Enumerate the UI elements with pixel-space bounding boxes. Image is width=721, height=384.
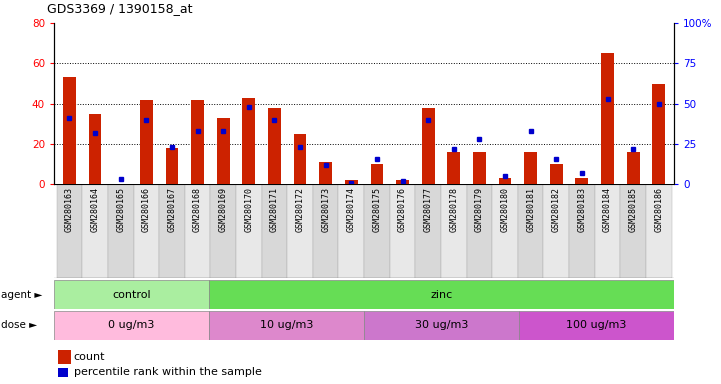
Text: count: count (74, 352, 105, 362)
Text: dose ►: dose ► (1, 320, 37, 331)
Text: GSM280172: GSM280172 (296, 187, 304, 232)
Bar (82, 184, 108, 278)
Text: GSM280165: GSM280165 (116, 187, 125, 232)
Bar (338, 184, 364, 278)
Bar (140, 100, 153, 184)
Text: GSM280178: GSM280178 (449, 187, 459, 232)
Text: percentile rank within the sample: percentile rank within the sample (74, 367, 262, 377)
Bar (319, 162, 332, 184)
Bar (345, 180, 358, 184)
Bar (550, 164, 562, 184)
Text: GSM280173: GSM280173 (321, 187, 330, 232)
Text: GSM280179: GSM280179 (475, 187, 484, 232)
Text: 100 ug/m3: 100 ug/m3 (567, 320, 627, 331)
Bar (364, 311, 519, 340)
Text: GSM280167: GSM280167 (167, 187, 177, 232)
Bar (236, 184, 262, 278)
Text: GSM280174: GSM280174 (347, 187, 355, 232)
Bar (646, 184, 671, 278)
Bar (422, 108, 435, 184)
Text: GSM280166: GSM280166 (142, 187, 151, 232)
Bar (569, 184, 595, 278)
Bar (293, 134, 306, 184)
Bar (390, 184, 415, 278)
Bar (191, 100, 204, 184)
Bar (441, 184, 466, 278)
Text: 30 ug/m3: 30 ug/m3 (415, 320, 469, 331)
Text: GSM280168: GSM280168 (193, 187, 202, 232)
Text: GDS3369 / 1390158_at: GDS3369 / 1390158_at (47, 2, 193, 15)
Bar (54, 280, 209, 309)
Bar (653, 84, 665, 184)
Text: GSM280184: GSM280184 (603, 187, 612, 232)
Bar (57, 184, 82, 278)
Bar (166, 148, 178, 184)
Bar (544, 184, 569, 278)
Text: GSM280183: GSM280183 (578, 187, 586, 232)
Bar (217, 118, 229, 184)
Bar (287, 184, 313, 278)
Text: GSM280170: GSM280170 (244, 187, 253, 232)
Bar (620, 184, 646, 278)
Text: GSM280164: GSM280164 (91, 187, 99, 232)
Bar (209, 280, 674, 309)
Bar (627, 152, 640, 184)
Bar (524, 152, 537, 184)
Text: GSM280175: GSM280175 (373, 187, 381, 232)
Bar (595, 184, 620, 278)
Text: agent ►: agent ► (1, 290, 43, 300)
Bar (262, 184, 287, 278)
Bar (313, 184, 338, 278)
Bar (447, 152, 460, 184)
Text: control: control (112, 290, 151, 300)
Text: GSM280181: GSM280181 (526, 187, 535, 232)
Bar (473, 152, 486, 184)
Bar (89, 114, 102, 184)
Bar (108, 184, 133, 278)
Text: zinc: zinc (430, 290, 453, 300)
Bar (519, 311, 674, 340)
Text: GSM280171: GSM280171 (270, 187, 279, 232)
Text: GSM280163: GSM280163 (65, 187, 74, 232)
Text: GSM280180: GSM280180 (500, 187, 510, 232)
Bar (396, 180, 409, 184)
Bar (242, 98, 255, 184)
Bar (518, 184, 544, 278)
Bar (159, 184, 185, 278)
Bar (575, 178, 588, 184)
Bar (54, 311, 209, 340)
Text: 10 ug/m3: 10 ug/m3 (260, 320, 314, 331)
Bar (185, 184, 211, 278)
Bar (371, 164, 384, 184)
Text: GSM280177: GSM280177 (424, 187, 433, 232)
Text: GSM280182: GSM280182 (552, 187, 561, 232)
Bar (499, 178, 511, 184)
Text: GSM280169: GSM280169 (218, 187, 228, 232)
Bar (492, 184, 518, 278)
Text: GSM280176: GSM280176 (398, 187, 407, 232)
Bar (364, 184, 390, 278)
Text: GSM280185: GSM280185 (629, 187, 637, 232)
Bar (466, 184, 492, 278)
Bar (209, 311, 364, 340)
Text: 0 ug/m3: 0 ug/m3 (108, 320, 155, 331)
Bar (133, 184, 159, 278)
Text: GSM280186: GSM280186 (654, 187, 663, 232)
Bar (415, 184, 441, 278)
Bar (211, 184, 236, 278)
Bar (601, 53, 614, 184)
Bar (268, 108, 281, 184)
Bar (63, 78, 76, 184)
